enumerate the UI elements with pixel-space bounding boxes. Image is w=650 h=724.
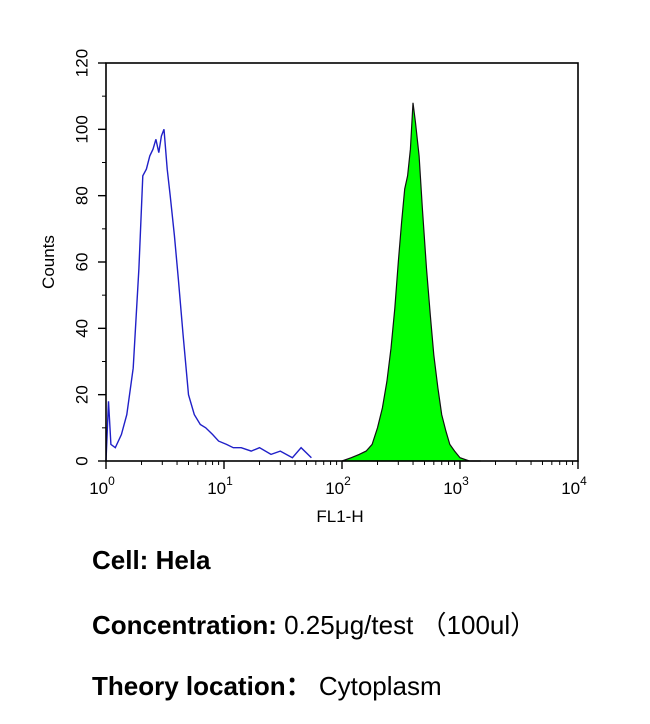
cell-value: Hela bbox=[155, 545, 211, 575]
y-tick-label: 40 bbox=[73, 319, 92, 338]
series-0-outline-histogram bbox=[105, 129, 312, 462]
theory-location-value: Cytoplasm bbox=[318, 671, 442, 701]
y-tick-label: 100 bbox=[73, 115, 92, 143]
y-axis-title: Counts bbox=[39, 235, 58, 289]
cell-label: Cell: bbox=[92, 545, 149, 575]
ticks-layer: 0 20 40 60 80 100 120 100 101 102 103 104 bbox=[73, 49, 588, 498]
caption-cell: Cell: Hela bbox=[92, 545, 211, 576]
series-1-filled-histogram bbox=[341, 102, 481, 462]
y-tick-label: 60 bbox=[73, 253, 92, 272]
x-tick-label: 102 bbox=[325, 474, 351, 498]
x-tick-label: 103 bbox=[443, 474, 469, 498]
y-tick-label: 20 bbox=[73, 385, 92, 404]
concentration-label: Concentration: bbox=[92, 610, 277, 640]
concentration-value: 0.25μg/test （100ul） bbox=[284, 610, 537, 640]
y-tick-label: 80 bbox=[73, 186, 92, 205]
caption-theory-location: Theory location： Cytoplasm bbox=[92, 666, 442, 703]
y-tick-label: 0 bbox=[73, 456, 92, 465]
flow-cytometry-histogram: 0 20 40 60 80 100 120 100 101 102 103 104 FL1-H Cou… bbox=[39, 49, 588, 526]
x-tick-label: 101 bbox=[207, 474, 233, 498]
series-layer bbox=[105, 102, 481, 462]
y-tick-label: 120 bbox=[73, 49, 92, 77]
x-tick-label: 100 bbox=[89, 474, 115, 498]
caption-concentration: Concentration: 0.25μg/test （100ul） bbox=[92, 605, 536, 642]
theory-location-label: Theory location： bbox=[92, 671, 312, 701]
x-axis-title: FL1-H bbox=[316, 507, 363, 526]
x-tick-label: 104 bbox=[561, 474, 587, 498]
